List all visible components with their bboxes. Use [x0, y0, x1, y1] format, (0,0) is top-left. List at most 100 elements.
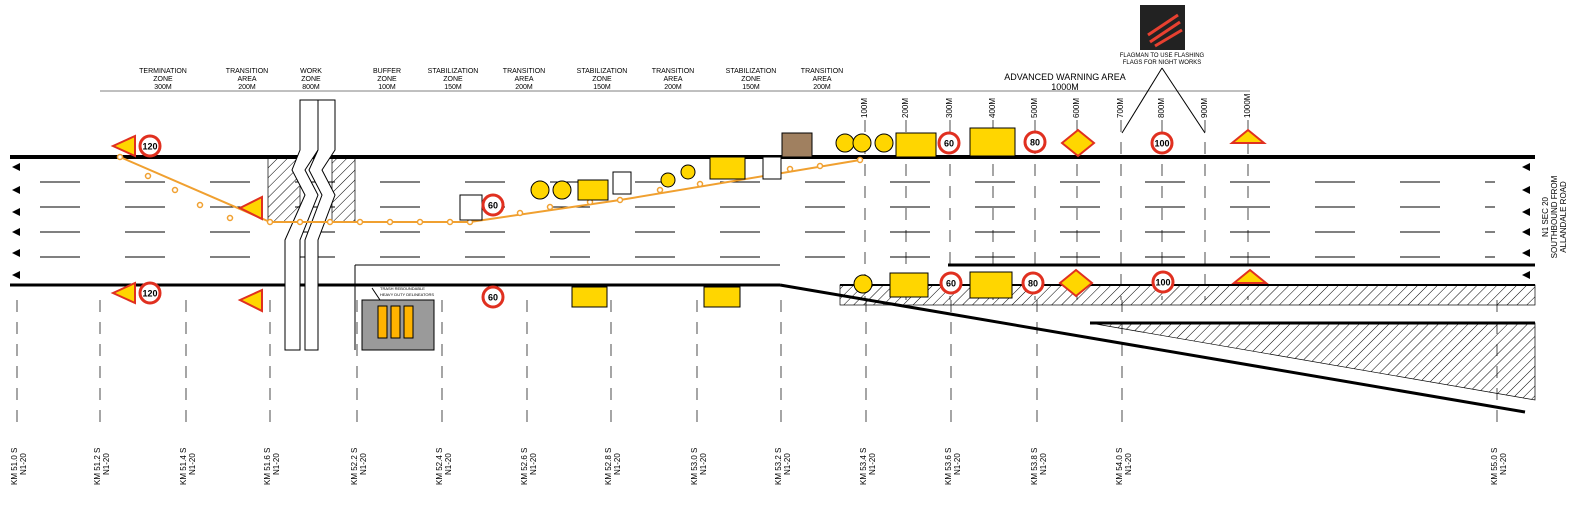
- flagman-note: FLAGMAN TO USE FLASHING: [1119, 53, 1205, 59]
- lane-arrow: [12, 208, 20, 216]
- zone-name: ZONE: [443, 76, 463, 83]
- zone-name: STABILIZATION: [725, 68, 777, 75]
- zone-name: TRANSITION: [225, 68, 269, 75]
- speed-sign: [481, 193, 505, 217]
- warning-title: ADVANCED WARNING AREA: [1004, 72, 1126, 82]
- zone-name: STABILIZATION: [427, 68, 479, 75]
- speed-sign: [138, 281, 162, 305]
- distance-label: 100M: [860, 97, 869, 118]
- lane-arrow: [1522, 208, 1530, 216]
- lane-arrow: [12, 249, 20, 257]
- km-route: N1-20: [19, 453, 28, 475]
- lane-arrows: [12, 153, 1530, 279]
- speed-sign: [1151, 270, 1175, 294]
- km-route: N1-20: [699, 453, 708, 475]
- zone-length: 200M: [238, 84, 256, 91]
- speed-value: 80: [1030, 137, 1040, 147]
- km-route: N1-20: [102, 453, 111, 475]
- zone-length: 200M: [813, 84, 831, 91]
- speed-value: 120: [142, 288, 157, 298]
- lane-arrow: [1522, 186, 1530, 194]
- zone-name: STABILIZATION: [576, 68, 628, 75]
- distance-label: 200M: [901, 97, 910, 118]
- zone-name: TRANSITION: [651, 68, 695, 75]
- zone-name: AREA: [663, 76, 683, 83]
- zone-name: AREA: [237, 76, 257, 83]
- zone-name: TERMINATION: [139, 68, 187, 75]
- zone-name: BUFFER: [373, 68, 401, 75]
- km-label: KM 52.6 S: [520, 447, 529, 485]
- road: [10, 99, 1536, 414]
- zone-length: 100M: [378, 84, 396, 91]
- speed-value: 80: [1028, 278, 1038, 288]
- delineator-note: TRASH REBOUNDABLE: [380, 286, 425, 291]
- km-label: KM 53.6 S: [944, 447, 953, 485]
- speed-sign: [1021, 271, 1045, 295]
- zone-name: ZONE: [592, 76, 612, 83]
- taper-dot: [816, 162, 824, 170]
- km-label: KM 52.2 S: [350, 447, 359, 485]
- zone-name: ZONE: [377, 76, 397, 83]
- km-route: N1-20: [444, 453, 453, 475]
- speed-value: 120: [142, 141, 157, 151]
- warning-length: 1000M: [1051, 82, 1079, 92]
- zone-name: AREA: [812, 76, 832, 83]
- taper-dot: [546, 203, 554, 211]
- delineator-note: HEAVY DUTY DELINEATORS: [380, 292, 435, 297]
- zone-length: 300M: [154, 84, 172, 91]
- km-label: KM 52.4 S: [435, 447, 444, 485]
- km-label: KM 55.0 S: [1490, 447, 1499, 485]
- km-label: KM 53.2 S: [774, 447, 783, 485]
- taper-dot: [696, 180, 704, 188]
- taper-dot: [116, 153, 124, 161]
- km-label: KM 54.0 S: [1115, 447, 1124, 485]
- taper-dot: [356, 218, 364, 226]
- lane-arrow: [12, 228, 20, 236]
- distance-label: 700M: [1116, 97, 1125, 118]
- lane-arrow: [12, 271, 20, 279]
- km-route: N1-20: [953, 453, 962, 475]
- km-route: N1-20: [272, 453, 281, 475]
- zone-name: ZONE: [153, 76, 173, 83]
- speed-value: 100: [1154, 138, 1169, 148]
- signs: [100, 5, 1269, 351]
- taper-dot: [516, 209, 524, 217]
- distance-label: 500M: [1030, 97, 1039, 118]
- lane-arrow: [1522, 163, 1530, 171]
- zone-name: ZONE: [301, 76, 321, 83]
- km-label: KM 51.2 S: [93, 447, 102, 485]
- km-route: N1-20: [1499, 453, 1508, 475]
- distance-label: 900M: [1200, 97, 1209, 118]
- zone-length: 200M: [664, 84, 682, 91]
- km-route: N1-20: [359, 453, 368, 475]
- km-label: KM 52.8 S: [604, 447, 613, 485]
- km-route: N1-20: [783, 453, 792, 475]
- speed-value: 60: [488, 200, 498, 210]
- lane-arrow: [12, 163, 20, 171]
- speed-value: 60: [488, 292, 498, 302]
- zone-name: TRANSITION: [502, 68, 546, 75]
- zone-length: 150M: [593, 84, 611, 91]
- km-label: KM 53.8 S: [1030, 447, 1039, 485]
- speed-sign: [481, 285, 505, 309]
- zone-length: 150M: [444, 84, 462, 91]
- speed-sign: [1150, 131, 1174, 155]
- lane-arrow: [1522, 249, 1530, 257]
- distance-label: 800M: [1157, 97, 1166, 118]
- taper-dot: [386, 218, 394, 226]
- speed-sign: [1023, 130, 1047, 154]
- speed-sign: [138, 134, 162, 158]
- km-label: KM 53.0 S: [690, 447, 699, 485]
- taper-dot: [656, 186, 664, 194]
- lane-arrow: [1522, 228, 1530, 236]
- km-label: KM 51.6 S: [263, 447, 272, 485]
- speed-sign: [937, 131, 961, 155]
- km-label: KM 51.4 S: [179, 447, 188, 485]
- distance-label: 300M: [945, 97, 954, 118]
- km-label: KM 53.4 S: [859, 447, 868, 485]
- road-label: ALLANDALE ROAD: [1559, 181, 1568, 253]
- taper-dot: [266, 218, 274, 226]
- lane-arrow: [12, 186, 20, 194]
- km-route: N1-20: [1124, 453, 1133, 475]
